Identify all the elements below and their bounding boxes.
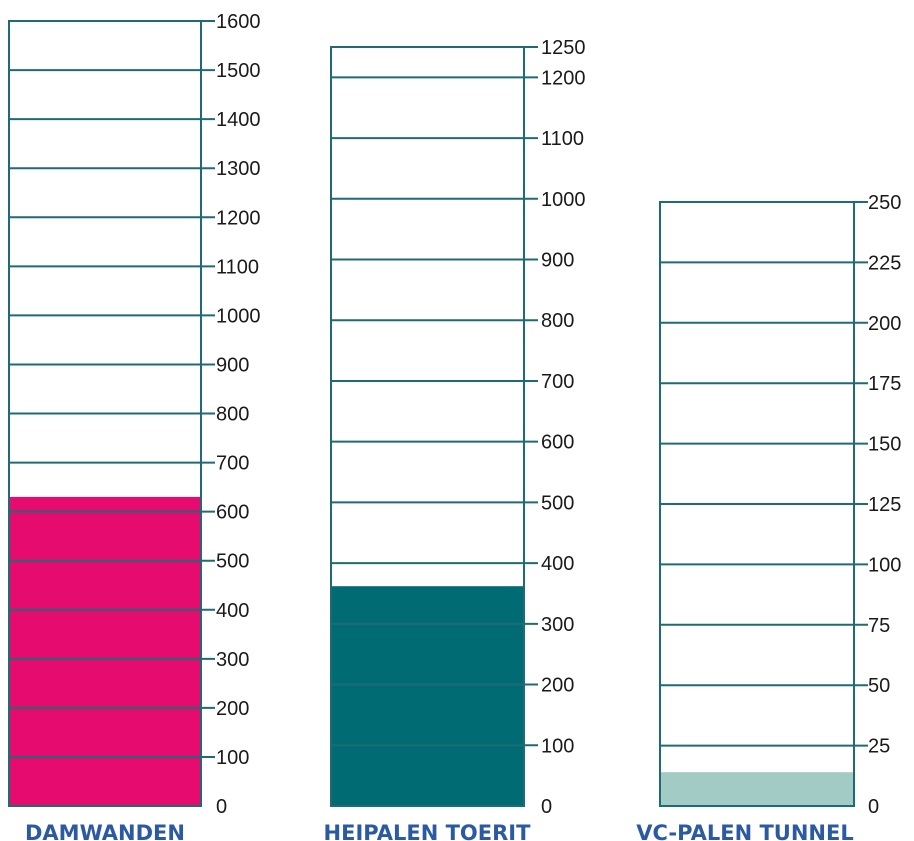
tick-label: 300 [541, 614, 574, 636]
tick-label: 100 [541, 735, 574, 757]
tick-label: 0 [868, 796, 879, 818]
tick-label: 1600 [216, 11, 261, 33]
tick-label: 1000 [541, 189, 586, 211]
tick-label: 500 [541, 492, 574, 514]
gauge-1: 0 100 200 300 400 500 600 700 800 900 1000 1100 1200… [8, 11, 261, 841]
gauge-title: HEIPALEN TOERIT [324, 821, 532, 841]
tick-label: 900 [216, 354, 249, 376]
tick-label: 1200 [216, 207, 261, 229]
tick-label: 400 [541, 553, 574, 575]
tick-label: 400 [216, 600, 249, 622]
gauge-2: 0 100 200 300 400 500 600 700 800 900 1000 1100 1200… [324, 37, 586, 841]
tick-label: 1400 [216, 109, 261, 131]
tick-label: 0 [541, 796, 552, 818]
tick-label: 700 [541, 371, 574, 393]
tick-label: 175 [868, 373, 901, 395]
tick-label: 50 [868, 675, 890, 697]
tick-label: 300 [216, 649, 249, 671]
tick-label: 900 [541, 250, 574, 272]
tick-label: 75 [868, 615, 890, 637]
tick-label: 800 [541, 310, 574, 332]
tick-label: 25 [868, 736, 890, 758]
tick-label: 1100 [541, 128, 584, 150]
tick-label: 200 [868, 313, 901, 335]
gauge-3: 0 25 50 75 100 125 150 175 200 225 250 VC-PALEN TUN… [636, 192, 901, 841]
tick-label: 0 [216, 796, 227, 818]
tick-label: 600 [216, 502, 249, 524]
tick-label: 1100 [216, 256, 259, 278]
value-bar [9, 496, 201, 806]
gauge-outline [330, 46, 525, 807]
tick-label: 225 [868, 252, 901, 274]
tick-label: 600 [541, 432, 574, 454]
tick-label: 125 [868, 494, 901, 516]
tick-label: 800 [216, 404, 249, 426]
tick-label: 1500 [216, 60, 261, 82]
value-bar [331, 586, 524, 806]
tick-label: 500 [216, 551, 249, 573]
tick-label: 150 [868, 434, 901, 456]
tick-label: 1250 [541, 37, 586, 59]
tick-label: 1000 [216, 305, 261, 327]
value-bar [660, 772, 854, 806]
tick-label: 100 [868, 554, 901, 576]
tick-label: 100 [216, 747, 249, 769]
tick-label: 200 [541, 675, 574, 697]
tick-label: 700 [216, 453, 249, 475]
gauge-title: DAMWANDEN [25, 821, 185, 841]
tick-label: 1200 [541, 67, 586, 89]
tick-label: 200 [216, 698, 249, 720]
gauge-title: VC-PALEN TUNNEL [636, 821, 853, 841]
tick-label: 250 [868, 192, 901, 214]
tick-label: 1300 [216, 158, 261, 180]
